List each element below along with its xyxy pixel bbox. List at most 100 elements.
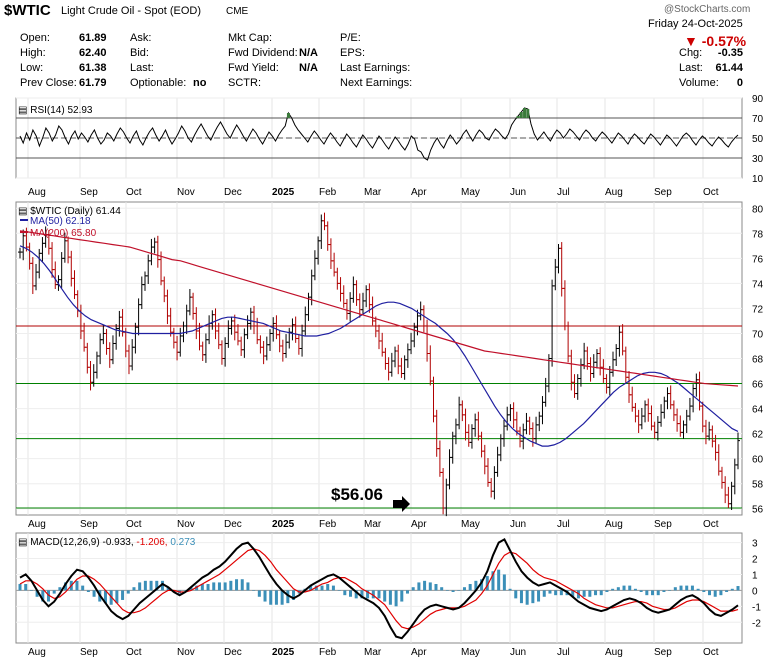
macd-histogram-bar — [673, 587, 677, 591]
macd-histogram-bar — [474, 580, 478, 591]
x-tick-label: May — [461, 647, 480, 658]
macd-histogram-bar — [690, 585, 694, 591]
macd-histogram-bar — [434, 584, 438, 591]
x-tick-label: Oct — [703, 187, 719, 198]
quote-label: Optionable: — [130, 77, 187, 89]
x-tick-label: Oct — [703, 519, 719, 530]
y-tick-label: 66 — [752, 380, 764, 391]
macd-histogram-bar — [719, 590, 723, 596]
macd-histogram-bar — [257, 590, 261, 597]
rsi-line — [19, 107, 739, 161]
macd-histogram-bar — [531, 590, 535, 604]
x-tick-label: Jun — [510, 647, 526, 658]
ma50-legend-label: MA(50) 62.18 — [30, 216, 91, 227]
quote-value: 62.40 — [79, 47, 107, 59]
quote-label: Volume: — [679, 77, 719, 89]
macd-histogram-bar — [377, 590, 381, 599]
macd-histogram-bar — [702, 590, 706, 592]
macd-histogram-bar — [696, 588, 700, 591]
change-pct-value: -0.57% — [701, 33, 747, 49]
macd-histogram-bar — [457, 590, 461, 591]
macd-histogram-bar — [280, 590, 284, 605]
quote-header: $WTIC Light Crude Oil - Spot (EOD) CME @… — [0, 0, 780, 98]
macd-histogram-bar — [81, 585, 85, 591]
x-tick-label: Oct — [126, 519, 142, 530]
x-tick-label: 2025 — [272, 647, 295, 658]
macd-histogram-bar — [559, 590, 563, 596]
macd-histogram-bar — [246, 582, 250, 591]
x-tick-label: Dec — [224, 519, 242, 530]
macd-histogram-bar — [679, 585, 683, 591]
macd-histogram-bar — [35, 590, 39, 597]
macd-histogram-bar — [64, 582, 68, 591]
y-tick-label: 10 — [752, 174, 764, 185]
quote-value: 61.89 — [79, 32, 107, 44]
macd-histogram-bar — [417, 582, 421, 591]
macd-histogram-bar — [240, 579, 244, 591]
macd-histogram-bar — [155, 580, 159, 591]
y-tick-label: 72 — [752, 304, 764, 315]
x-tick-label: May — [461, 187, 480, 198]
annotation-arrow — [393, 495, 410, 512]
macd-histogram-bar — [195, 585, 199, 591]
rsi-title: ▤ RSI(14) 52.93 — [18, 105, 93, 116]
macd-histogram-bar — [366, 590, 370, 599]
macd-histogram-bar — [639, 590, 643, 592]
macd-histogram-bar — [309, 585, 313, 591]
symbol: $WTIC — [4, 2, 51, 19]
x-tick-label: Oct — [126, 647, 142, 658]
macd-histogram-bar — [132, 587, 136, 591]
y-tick-label: 0 — [752, 586, 758, 597]
x-tick-label: Sep — [80, 647, 98, 658]
x-tick-label: Mar — [364, 187, 382, 198]
macd-histogram-bar — [331, 585, 335, 591]
macd-histogram-bar — [554, 590, 558, 596]
macd-histogram-bar — [217, 582, 221, 591]
macd-histogram-bar — [143, 580, 147, 591]
macd-histogram-bar — [41, 590, 45, 602]
macd-histogram-bar — [668, 590, 672, 591]
macd-line — [19, 538, 739, 640]
x-tick-label: Apr — [411, 647, 427, 658]
x-tick-label: 2025 — [272, 187, 295, 198]
macd-histogram-bar — [166, 587, 170, 591]
macd-histogram-bar — [708, 590, 712, 596]
x-tick-label: Dec — [224, 187, 242, 198]
y-tick-label: 68 — [752, 355, 764, 366]
macd-histogram-bar — [405, 590, 409, 594]
macd-histogram-bar — [46, 590, 50, 602]
y-tick-label: 3 — [752, 539, 758, 550]
macd-histogram-bar — [383, 590, 387, 602]
y-tick-label: 2 — [752, 555, 758, 566]
macd-histogram-bar — [371, 590, 375, 599]
macd-histogram-bar — [200, 584, 204, 591]
macd-histogram-bar — [394, 590, 398, 607]
date-line: Friday 24-Oct-2025 — [648, 18, 743, 30]
macd-histogram-bar — [736, 586, 740, 591]
macd-histogram-bar — [542, 590, 546, 597]
ma200-line — [19, 230, 739, 387]
macd-title: ▤ MACD(12,26,9) -0.933, -1.206, 0.273 — [18, 537, 196, 548]
x-tick-label: May — [461, 519, 480, 530]
x-tick-label: Aug — [605, 647, 623, 658]
x-tick-label: Mar — [364, 519, 382, 530]
macd-histogram-bar — [462, 587, 466, 591]
macd-histogram-bar — [183, 590, 187, 591]
macd-histogram-bar — [223, 582, 227, 591]
macd-histogram-bar — [491, 571, 495, 591]
macd-histogram-bar — [252, 590, 256, 591]
y-tick-label: 90 — [752, 94, 764, 105]
macd-histogram-bar — [229, 580, 233, 591]
macd-histogram-bar — [320, 585, 324, 591]
x-tick-label: Aug — [605, 519, 623, 530]
y-tick-label: 78 — [752, 229, 764, 240]
x-tick-label: Aug — [605, 187, 623, 198]
quote-value: 61.38 — [79, 62, 107, 74]
macd-histogram-bar — [388, 590, 392, 605]
macd-histogram-bar — [485, 576, 489, 591]
macd-histogram-bar — [337, 590, 341, 591]
macd-histogram-bar — [480, 579, 484, 591]
x-tick-label: Jun — [510, 519, 526, 530]
x-tick-label: Dec — [224, 647, 242, 658]
macd-histogram-bar — [713, 590, 717, 597]
